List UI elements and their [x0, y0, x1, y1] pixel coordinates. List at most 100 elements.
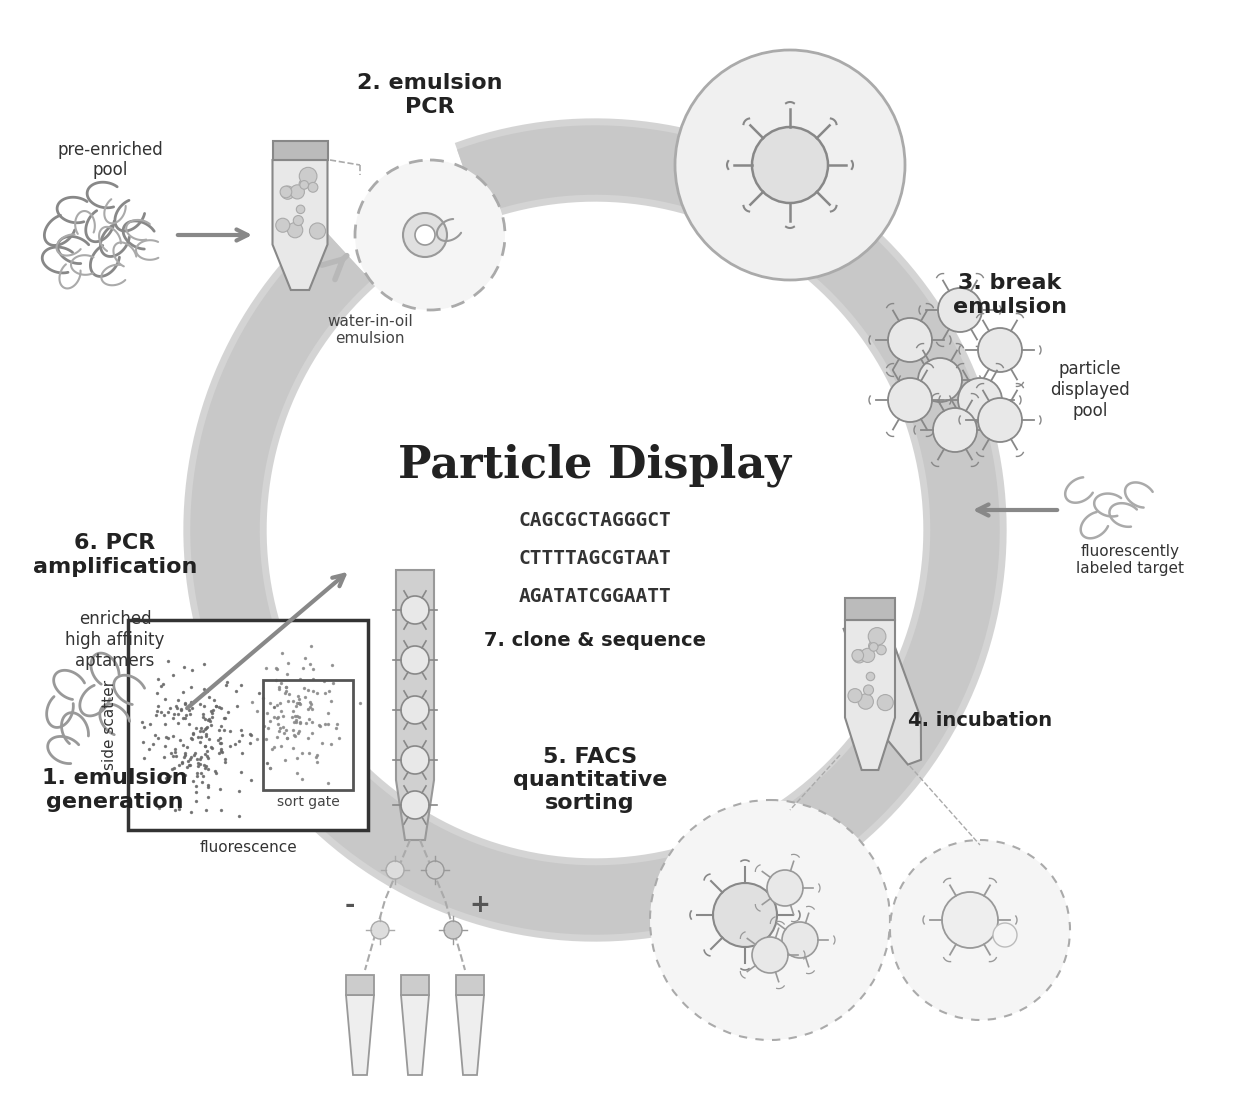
- Point: [278, 729, 298, 747]
- Point: [198, 709, 218, 727]
- Polygon shape: [273, 141, 327, 160]
- Circle shape: [853, 650, 866, 663]
- Point: [211, 699, 231, 717]
- Point: [156, 770, 176, 787]
- Point: [289, 690, 309, 707]
- Point: [268, 716, 288, 733]
- Point: [299, 743, 319, 761]
- Point: [315, 684, 335, 702]
- Point: [196, 719, 216, 737]
- Circle shape: [401, 596, 429, 624]
- Point: [300, 693, 320, 710]
- Circle shape: [861, 648, 874, 662]
- Point: [171, 701, 191, 718]
- Point: [288, 725, 308, 742]
- Point: [255, 730, 275, 748]
- Point: [288, 749, 308, 766]
- Point: [259, 759, 279, 776]
- Circle shape: [868, 628, 885, 646]
- Point: [167, 715, 187, 732]
- Point: [187, 764, 207, 782]
- Point: [197, 742, 217, 760]
- Point: [180, 757, 200, 774]
- Point: [170, 731, 190, 749]
- Point: [215, 709, 234, 727]
- Circle shape: [888, 378, 932, 422]
- Point: [164, 666, 184, 684]
- Point: [190, 722, 210, 740]
- Point: [289, 708, 309, 726]
- Point: [293, 770, 312, 787]
- Point: [162, 760, 182, 777]
- Point: [156, 728, 176, 746]
- Point: [149, 670, 169, 687]
- Text: 3. break
emulsion: 3. break emulsion: [954, 273, 1066, 316]
- Point: [155, 691, 175, 708]
- Point: [201, 716, 221, 733]
- Point: [300, 698, 320, 716]
- Point: [317, 705, 337, 722]
- Point: [190, 755, 210, 773]
- Point: [166, 697, 186, 715]
- Bar: [128, 620, 368, 830]
- Text: pre-enriched
pool: pre-enriched pool: [57, 141, 162, 179]
- Circle shape: [401, 696, 429, 724]
- Point: [208, 698, 228, 716]
- Point: [231, 676, 250, 694]
- Point: [182, 725, 202, 742]
- Point: [232, 744, 252, 762]
- Point: [149, 799, 169, 817]
- Point: [227, 697, 247, 715]
- Point: [278, 692, 298, 709]
- Point: [290, 714, 310, 731]
- Text: particle
displayed
pool: particle displayed pool: [1050, 360, 1130, 419]
- Point: [284, 727, 304, 744]
- Point: [169, 691, 188, 708]
- Point: [293, 744, 312, 762]
- Point: [169, 800, 188, 818]
- Point: [216, 709, 236, 727]
- Point: [155, 716, 175, 733]
- Point: [197, 760, 217, 777]
- Point: [274, 724, 294, 741]
- Point: [254, 717, 274, 735]
- Point: [179, 752, 198, 770]
- Point: [275, 751, 295, 769]
- Point: [139, 740, 159, 758]
- Polygon shape: [346, 995, 374, 1075]
- Point: [159, 729, 179, 747]
- Circle shape: [403, 213, 446, 257]
- Point: [186, 783, 206, 800]
- Point: [265, 660, 285, 677]
- Point: [175, 694, 195, 712]
- Point: [277, 721, 296, 739]
- Point: [211, 742, 231, 760]
- Circle shape: [401, 646, 429, 674]
- Point: [315, 716, 335, 733]
- Point: [270, 703, 290, 720]
- Point: [182, 661, 202, 679]
- Point: [166, 748, 186, 765]
- Point: [160, 699, 180, 717]
- Point: [154, 706, 174, 724]
- Circle shape: [675, 51, 905, 280]
- Point: [294, 679, 314, 696]
- Polygon shape: [401, 975, 429, 995]
- Point: [182, 772, 202, 789]
- Point: [295, 688, 315, 706]
- Point: [267, 696, 286, 714]
- Point: [164, 727, 184, 744]
- Circle shape: [300, 180, 309, 189]
- Point: [321, 693, 341, 710]
- Point: [187, 728, 207, 746]
- Point: [181, 677, 201, 695]
- Point: [191, 764, 211, 782]
- Point: [211, 735, 231, 752]
- Point: [304, 683, 324, 701]
- Circle shape: [713, 883, 777, 946]
- Point: [268, 709, 288, 727]
- Point: [303, 724, 322, 741]
- Circle shape: [444, 921, 463, 939]
- Point: [262, 740, 281, 758]
- Circle shape: [978, 328, 1022, 372]
